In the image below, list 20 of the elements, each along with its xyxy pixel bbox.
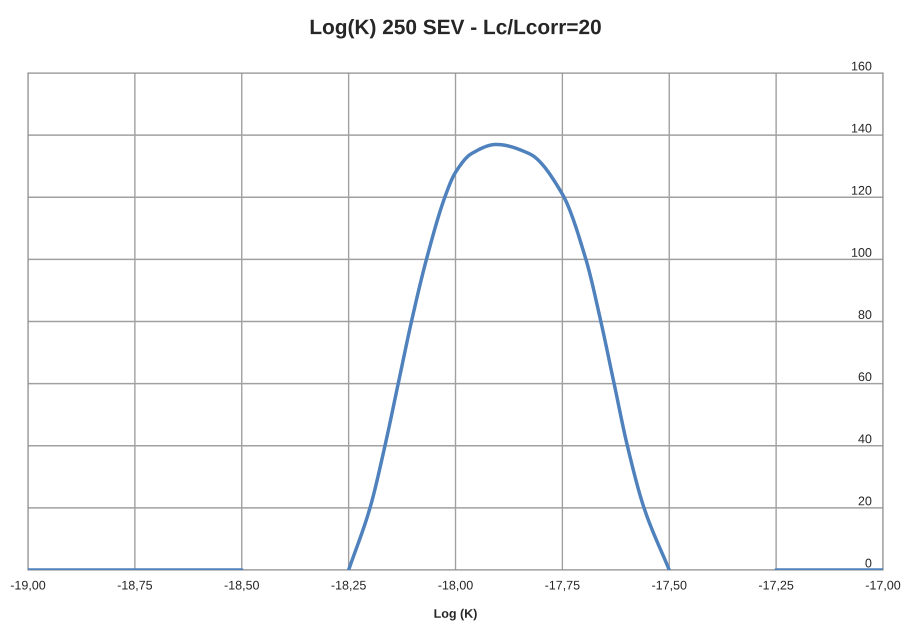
x-tick-label: -19,00	[10, 580, 46, 592]
x-tick-label: -18,50	[224, 580, 259, 592]
x-tick-label: -18,00	[438, 580, 473, 592]
x-tick-label: -17,75	[545, 580, 580, 592]
y-tick-label: 80	[858, 310, 872, 320]
y-tick-label: 40	[858, 434, 872, 444]
y-tick-label: 100	[852, 248, 872, 257]
y-tick-label: 0	[865, 558, 872, 568]
x-tick-label: -17,25	[758, 580, 794, 592]
x-tick-label: -18,75	[118, 580, 152, 592]
x-tick-label: -17,50	[652, 580, 686, 592]
chart-title: Log(K) 250 SEV - Lc/Lcorr=20	[310, 19, 601, 39]
y-tick-label: 60	[858, 372, 872, 382]
y-tick-label: 20	[858, 496, 872, 506]
y-tick-label: 120	[852, 186, 872, 195]
x-tick-label: -17,00	[866, 580, 900, 592]
y-tick-label: 160	[852, 62, 872, 71]
x-tick-label: -18,25	[331, 580, 366, 592]
x-axis-title: Log (K)	[434, 608, 477, 620]
y-tick-label: 140	[852, 124, 872, 133]
